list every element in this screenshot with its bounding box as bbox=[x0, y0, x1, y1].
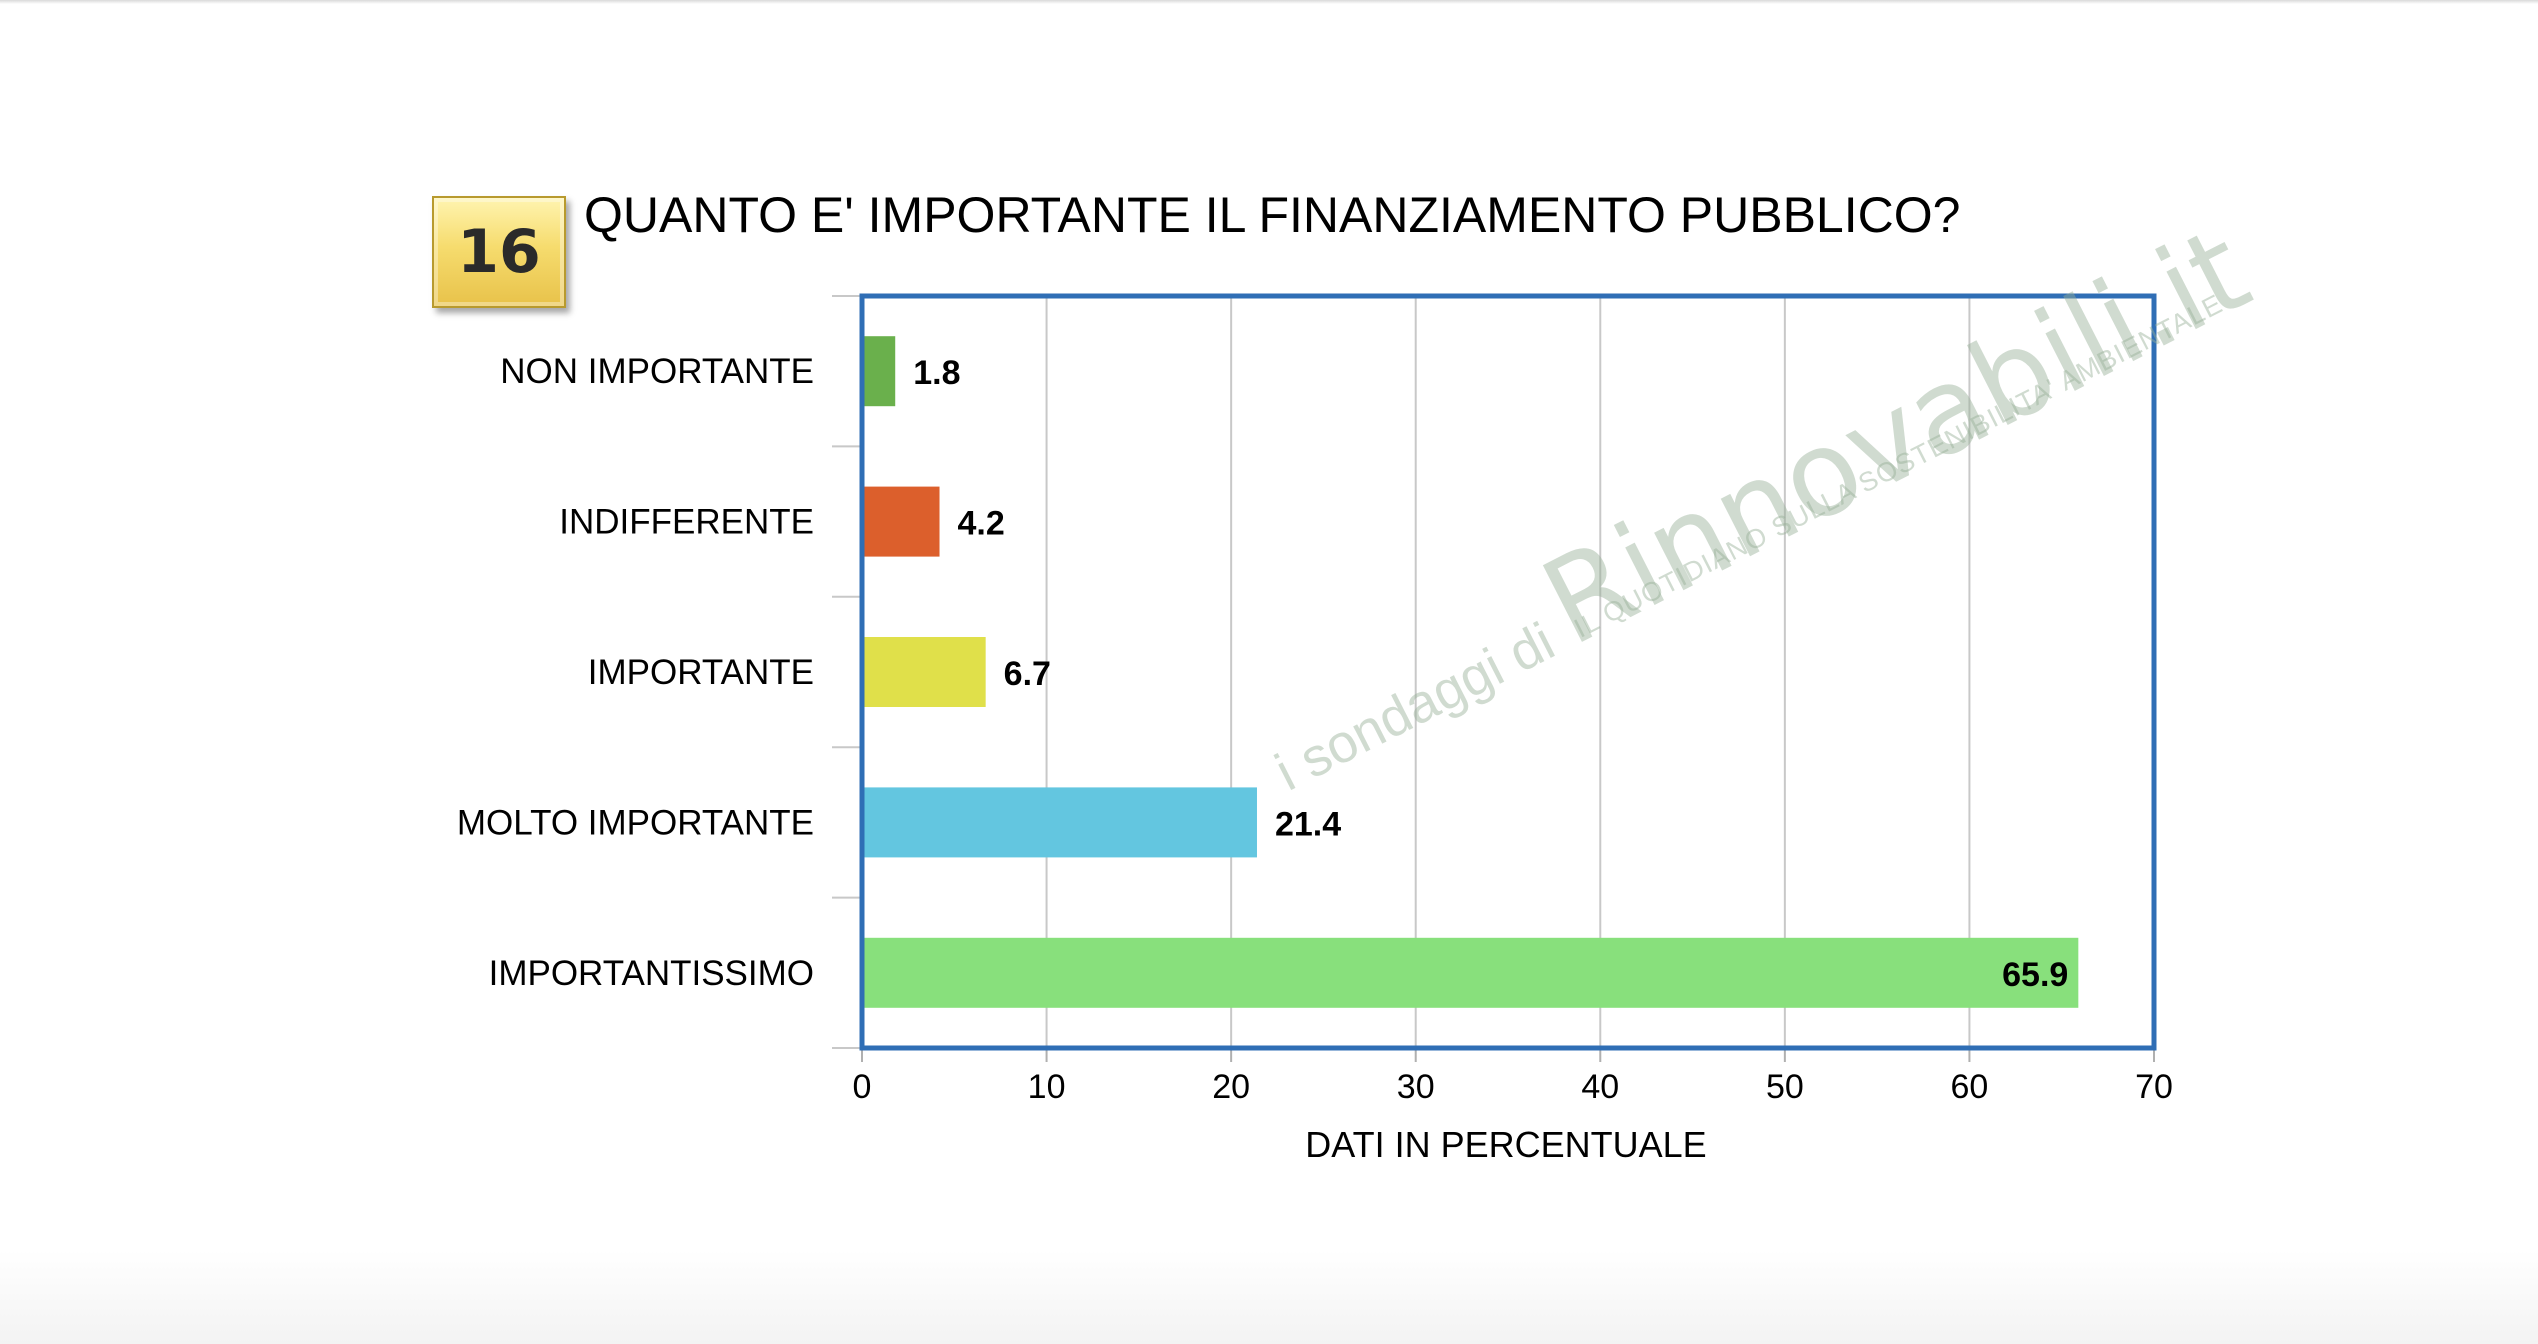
category-label: NON IMPORTANTE bbox=[500, 352, 814, 391]
bar bbox=[862, 486, 940, 557]
plot-frame bbox=[859, 293, 2157, 1051]
x-tick-label: 50 bbox=[1766, 1068, 1804, 1106]
category-labels: NON IMPORTANTE INDIFFERENTE IMPORTANTE MOLT… bbox=[457, 352, 814, 993]
grid-lines bbox=[832, 295, 2155, 1062]
bar bbox=[862, 787, 1257, 858]
bar bbox=[862, 336, 896, 407]
bars: 1.8 4.2 6.7 21.4 65.9 bbox=[862, 336, 2079, 1008]
data-label: 4.2 bbox=[958, 505, 1005, 543]
x-axis-label: DATI IN PERCENTUALE bbox=[1305, 1124, 1707, 1165]
x-tick-label: 60 bbox=[1951, 1068, 1989, 1106]
category-label: MOLTO IMPORTANTE bbox=[457, 803, 814, 842]
x-tick-label: 10 bbox=[1028, 1068, 1066, 1106]
category-label: INDIFFERENTE bbox=[559, 503, 814, 542]
x-tick-label: 70 bbox=[2135, 1068, 2173, 1106]
category-label: IMPORTANTISSIMO bbox=[489, 954, 814, 993]
x-tick-label: 30 bbox=[1397, 1068, 1435, 1106]
data-label: 21.4 bbox=[1275, 805, 1341, 843]
data-label: 1.8 bbox=[913, 354, 960, 392]
x-tick-label: 40 bbox=[1581, 1068, 1619, 1106]
x-tick-label: 20 bbox=[1212, 1068, 1250, 1106]
bar bbox=[862, 637, 986, 707]
data-label: 65.9 bbox=[2002, 956, 2068, 994]
top-rule bbox=[0, 0, 2538, 4]
category-label: IMPORTANTE bbox=[588, 653, 814, 692]
bar bbox=[862, 937, 2079, 1008]
chart-title: QUANTO E' IMPORTANTE IL FINANZIAMENTO PU… bbox=[584, 187, 1961, 243]
bottom-fade bbox=[0, 1250, 2538, 1344]
tick-labels: 0 10 20 30 40 50 60 70 bbox=[853, 1068, 2173, 1106]
x-tick-label: 0 bbox=[853, 1068, 872, 1106]
data-label: 6.7 bbox=[1004, 655, 1051, 693]
question-number-badge: 16 bbox=[432, 196, 566, 308]
